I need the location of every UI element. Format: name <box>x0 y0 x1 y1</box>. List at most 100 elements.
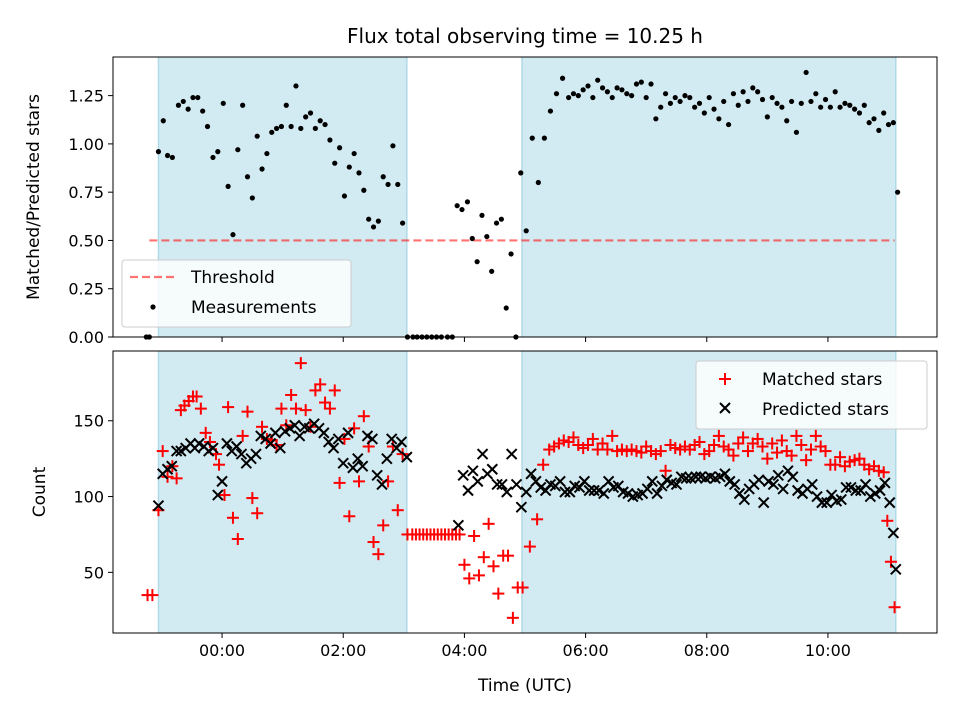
matched-star-point <box>877 466 890 479</box>
measurement-point <box>180 98 186 105</box>
matched-star-point <box>771 446 784 459</box>
matched-star-point <box>251 507 264 520</box>
matched-star-point <box>463 572 476 585</box>
matched-star-point <box>712 429 725 442</box>
measurement-point <box>380 174 386 180</box>
measurement-point <box>361 187 367 193</box>
ratio-panel-x-ticks <box>221 337 829 342</box>
matched-star-point <box>241 405 254 418</box>
measurement-point <box>624 91 630 97</box>
measurement-point <box>793 129 800 135</box>
predicted-star-point <box>318 427 330 439</box>
predicted-star-point <box>816 496 828 509</box>
predicted-star-point <box>467 465 479 477</box>
measurement-point <box>498 216 504 222</box>
measurement-point <box>195 94 201 101</box>
predicted-star-point <box>772 469 784 482</box>
matched-star-point <box>482 517 495 530</box>
measurement-point <box>677 98 683 105</box>
matched-star-point <box>236 429 249 442</box>
matched-legend-swatch <box>719 373 731 385</box>
matched-star-point <box>727 449 740 462</box>
ratio-panel-legend: Threshold Measurements <box>121 259 352 328</box>
measurement-point <box>341 193 348 199</box>
predicted-star-point <box>525 468 537 480</box>
measurement-point <box>881 110 887 116</box>
matched-star-point <box>487 560 500 573</box>
predicted-star-point <box>170 445 183 457</box>
measurement-point <box>832 89 838 95</box>
matched-star-point <box>338 432 351 445</box>
matched-star-point <box>693 435 706 448</box>
x-tick-label: 02:00 <box>320 641 366 660</box>
measurement-point <box>230 232 236 238</box>
matched-star-point <box>790 429 803 442</box>
measurement-point <box>400 220 406 226</box>
matched-star-point <box>586 432 599 445</box>
matched-star-point <box>377 519 390 532</box>
predicted-star-point <box>401 451 413 463</box>
measurement-point <box>653 116 659 122</box>
measurement-point <box>484 233 490 240</box>
predicted-star-point <box>462 484 474 497</box>
predicted-star-point <box>583 484 595 497</box>
measurement-point <box>469 235 475 242</box>
measurement-point <box>633 81 640 87</box>
matched-star-point <box>756 440 769 453</box>
matched-star-point <box>218 489 231 502</box>
measurement-point <box>861 102 867 108</box>
measurement-point <box>730 91 737 97</box>
measurement-point <box>390 143 396 149</box>
predicted-star-point <box>327 442 340 454</box>
measurement-point <box>464 199 471 205</box>
matched-star-point <box>309 384 322 397</box>
measurement-point <box>264 150 270 157</box>
matched-legend-label: Matched stars <box>762 370 882 390</box>
y-tick-label: 0.75 <box>68 183 104 202</box>
measurement-point <box>518 170 524 176</box>
predicted-star-point <box>472 475 484 488</box>
matched-star-point <box>523 540 536 553</box>
measurement-point <box>779 104 785 110</box>
measurement-point <box>293 83 299 89</box>
matched-star-point <box>659 464 672 477</box>
predicted-star-point <box>264 437 277 450</box>
matched-star-point <box>761 452 774 465</box>
predicted-star-point <box>874 484 886 497</box>
predicted-star-point <box>767 478 780 491</box>
measurement-point <box>385 181 391 188</box>
predicted-star-point <box>496 478 508 491</box>
predicted-stars-points <box>152 418 902 576</box>
predicted-star-point <box>152 499 165 512</box>
matched-star-point <box>477 551 490 564</box>
measurement-point <box>169 154 175 161</box>
matched-star-point <box>531 513 544 526</box>
matched-star-point <box>468 529 481 542</box>
measurements-legend-label: Measurements <box>191 298 317 318</box>
predicted-star-point <box>651 487 663 500</box>
predicted-star-point <box>332 433 345 445</box>
measurement-point <box>619 87 625 93</box>
measurement-point <box>337 145 343 151</box>
count-panel-y-label: Count <box>30 466 50 517</box>
measurements-legend-swatch <box>150 304 156 310</box>
measurement-point <box>604 89 611 95</box>
measurement-point <box>298 125 304 132</box>
predicted-star-point <box>337 457 349 469</box>
measurement-point <box>580 87 586 93</box>
measurement-point <box>798 100 804 106</box>
measurement-point <box>662 91 669 97</box>
measurement-point <box>244 174 251 180</box>
matched-star-point <box>537 458 550 471</box>
matched-star-point <box>231 533 244 545</box>
matched-star-point <box>328 384 341 397</box>
measurement-point <box>692 104 698 110</box>
measurement-point <box>566 94 572 101</box>
predicted-star-point <box>520 486 532 498</box>
measurement-point <box>658 104 664 110</box>
matched-star-point <box>256 420 269 433</box>
measurement-point <box>332 160 338 166</box>
measurement-point <box>269 129 275 135</box>
y-tick-label: 100 <box>73 488 104 507</box>
